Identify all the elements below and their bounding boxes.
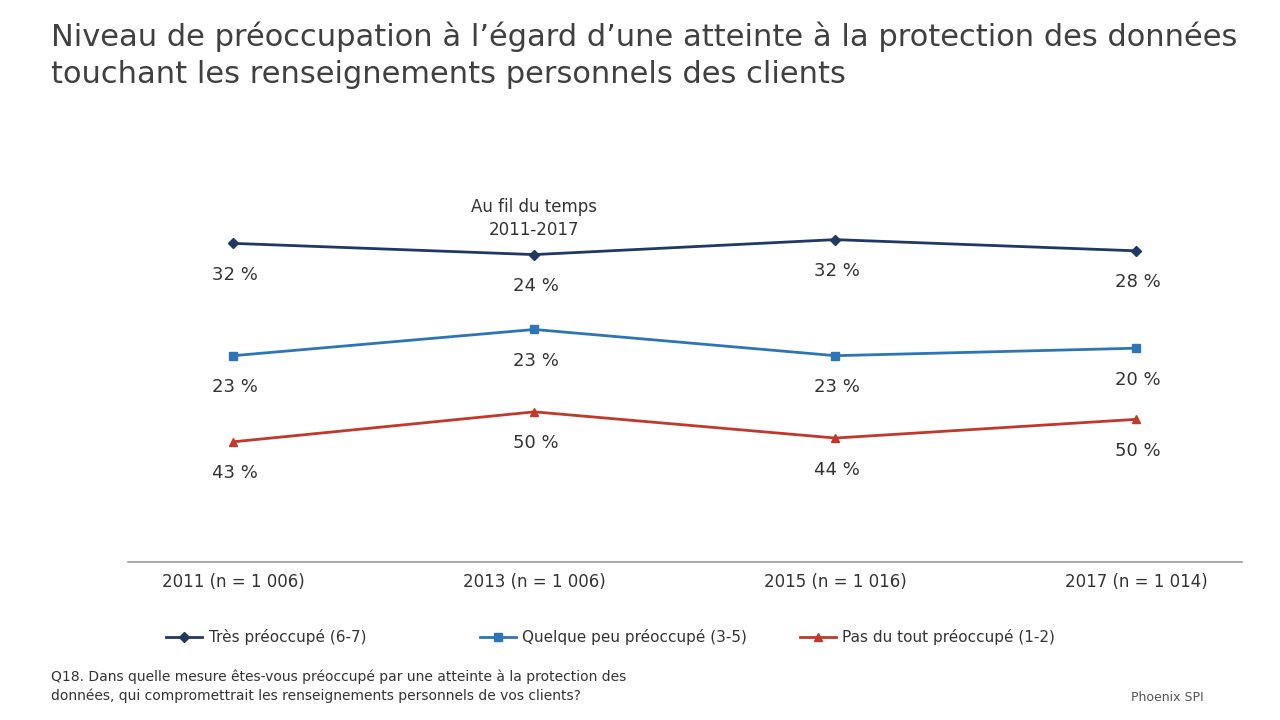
Text: Q18. Dans quelle mesure êtes-vous préoccupé par une atteinte à la protection des: Q18. Dans quelle mesure êtes-vous préocc…	[51, 670, 626, 703]
Text: 32 %: 32 %	[212, 266, 259, 284]
Text: 20 %: 20 %	[1115, 371, 1161, 389]
Text: Au fil du temps: Au fil du temps	[471, 199, 598, 217]
Text: Phoenix SPI: Phoenix SPI	[1132, 691, 1203, 704]
Text: 23 %: 23 %	[212, 378, 259, 396]
Text: 23 %: 23 %	[814, 378, 860, 396]
Text: 24 %: 24 %	[513, 277, 559, 295]
Text: 43 %: 43 %	[212, 464, 259, 482]
Text: 32 %: 32 %	[814, 262, 860, 280]
Text: Pas du tout préoccupé (1-2): Pas du tout préoccupé (1-2)	[842, 629, 1055, 645]
Text: 2011-2017: 2011-2017	[489, 221, 580, 239]
Text: 50 %: 50 %	[513, 434, 559, 452]
Text: 50 %: 50 %	[1115, 442, 1161, 460]
Text: Quelque peu préoccupé (3-5): Quelque peu préoccupé (3-5)	[522, 629, 748, 645]
Text: 28 %: 28 %	[1115, 274, 1161, 292]
Text: Très préoccupé (6-7): Très préoccupé (6-7)	[209, 629, 366, 645]
Text: 23 %: 23 %	[513, 352, 559, 370]
Text: Niveau de préoccupation à l’égard d’une atteinte à la protection des données
tou: Niveau de préoccupation à l’égard d’une …	[51, 22, 1238, 89]
Text: 44 %: 44 %	[814, 461, 860, 479]
